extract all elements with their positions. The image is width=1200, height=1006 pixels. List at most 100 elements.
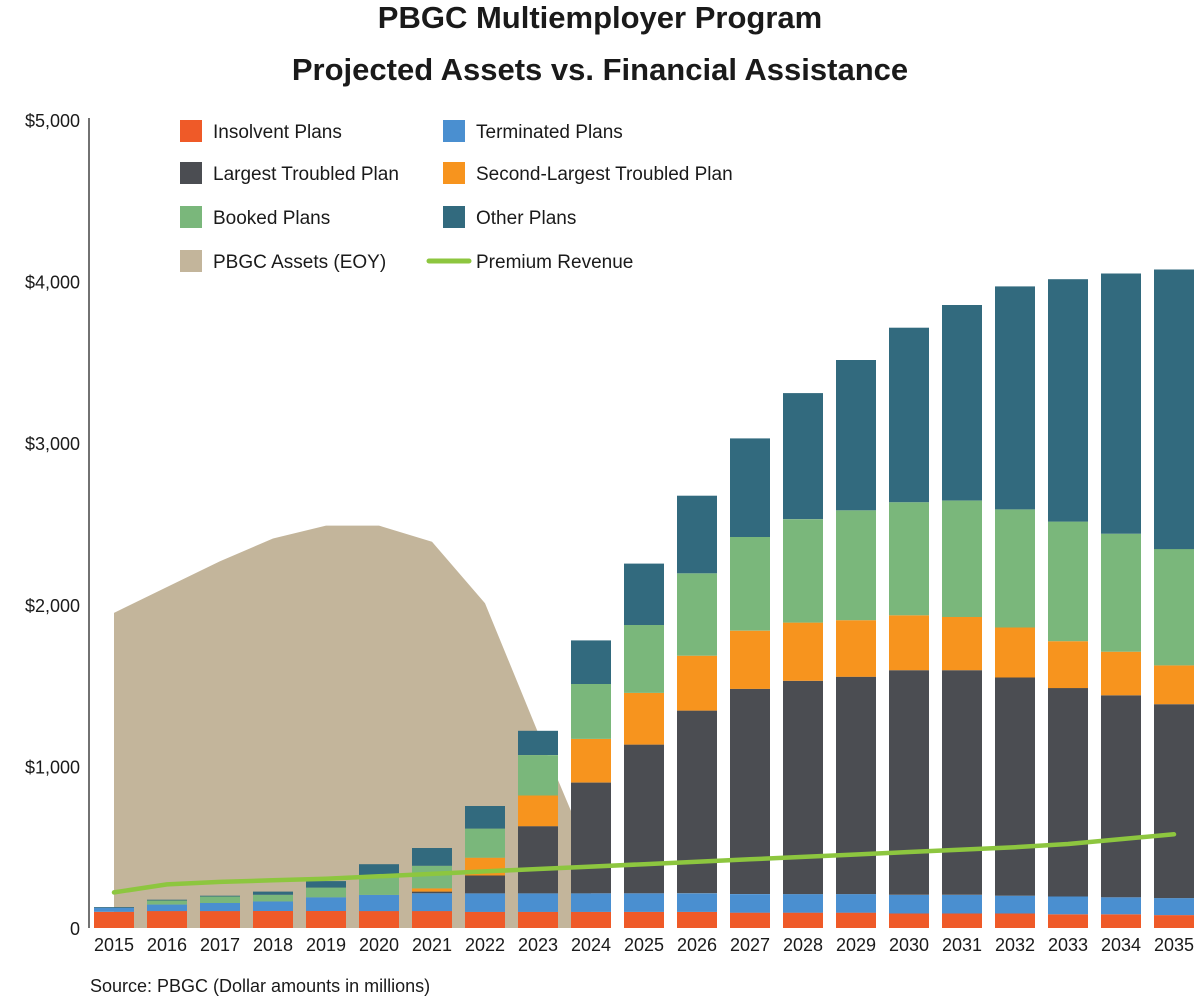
bar-segment xyxy=(624,893,664,912)
bar-segment xyxy=(889,913,929,928)
bar-segment xyxy=(677,710,717,894)
legend-swatch xyxy=(443,120,465,142)
bar-segment xyxy=(571,738,611,783)
bar-segment xyxy=(1154,549,1194,666)
bar-segment xyxy=(147,911,187,928)
bar-segment xyxy=(995,286,1035,510)
bar-segment xyxy=(677,495,717,574)
bar-segment xyxy=(1048,688,1088,897)
bar-segment xyxy=(253,901,293,911)
bar-segment xyxy=(730,630,770,689)
bar-segment xyxy=(1048,896,1088,915)
bar-segment xyxy=(1048,641,1088,689)
legend-swatch xyxy=(180,120,202,142)
bar-segment xyxy=(518,730,558,755)
bar-segment xyxy=(518,755,558,796)
bar-segment xyxy=(253,891,293,895)
bar-segment xyxy=(889,670,929,895)
bar-segment xyxy=(1154,665,1194,705)
bar-segment xyxy=(412,891,452,894)
bar-segment xyxy=(783,894,823,913)
bar-segment xyxy=(306,897,346,911)
bar-segment xyxy=(518,911,558,928)
bar-segment xyxy=(412,893,452,912)
bar-segment xyxy=(147,904,187,912)
legend-label: Terminated Plans xyxy=(476,122,623,143)
legend-label: Other Plans xyxy=(476,208,576,229)
x-tick-label: 2021 xyxy=(412,935,452,955)
x-tick-label: 2035 xyxy=(1154,935,1194,955)
bar-segment xyxy=(889,502,929,616)
bar-segment xyxy=(571,782,611,894)
bar-segment xyxy=(942,894,982,914)
legend-swatch xyxy=(443,162,465,184)
x-tick-label: 2031 xyxy=(942,935,982,955)
bar-segment xyxy=(783,393,823,520)
x-tick-label: 2024 xyxy=(571,935,611,955)
bar-segment xyxy=(730,894,770,913)
source-note: Source: PBGC (Dollar amounts in millions… xyxy=(90,976,431,996)
legend-label: Booked Plans xyxy=(213,208,330,229)
bar-segment xyxy=(783,912,823,928)
bar-segment xyxy=(942,500,982,617)
bar-segment xyxy=(942,913,982,928)
bar-segment xyxy=(783,519,823,623)
chart-subtitle: Projected Assets vs. Financial Assistanc… xyxy=(291,52,909,87)
bar-segment xyxy=(624,744,664,894)
bar-segment xyxy=(571,640,611,684)
bar-segment xyxy=(889,894,929,914)
legend-label: PBGC Assets (EOY) xyxy=(213,252,386,273)
bar-segment xyxy=(359,875,399,895)
x-tick-label: 2032 xyxy=(995,935,1035,955)
bar-segment xyxy=(730,912,770,928)
x-tick-label: 2025 xyxy=(624,935,664,955)
bar-segment xyxy=(889,327,929,503)
x-tick-label: 2022 xyxy=(465,935,505,955)
x-tick-label: 2030 xyxy=(889,935,929,955)
legend-swatch xyxy=(180,206,202,228)
bar-segment xyxy=(1101,914,1141,928)
bar-segment xyxy=(147,900,187,905)
bar-segment xyxy=(677,893,717,912)
bar-segment xyxy=(783,680,823,895)
bar-segment xyxy=(1101,533,1141,652)
bar-segment xyxy=(200,903,240,912)
bar-segment xyxy=(359,911,399,928)
bar-segment xyxy=(995,913,1035,928)
bar-segment xyxy=(942,305,982,501)
x-tick-label: 2018 xyxy=(253,935,293,955)
bar-segment xyxy=(94,911,134,928)
x-tick-label: 2033 xyxy=(1048,935,1088,955)
bar-segment xyxy=(412,911,452,928)
x-tick-label: 2017 xyxy=(200,935,240,955)
legend-swatch xyxy=(180,162,202,184)
bar-segment xyxy=(571,684,611,739)
bar-segment xyxy=(306,887,346,898)
x-tick-label: 2023 xyxy=(518,935,558,955)
bar-segment xyxy=(147,899,187,901)
bar-segment xyxy=(836,676,876,895)
bar-segment xyxy=(677,573,717,656)
legend-label: Insolvent Plans xyxy=(213,122,342,143)
bar-segment xyxy=(995,895,1035,914)
bar-segment xyxy=(359,864,399,876)
bar-segment xyxy=(253,911,293,928)
bar-segment xyxy=(518,795,558,827)
bar-segment xyxy=(889,615,929,671)
bar-segment xyxy=(253,894,293,902)
bar-segment xyxy=(94,907,134,912)
bar-segment xyxy=(1101,651,1141,696)
bar-segment xyxy=(1154,269,1194,550)
x-tick-label: 2016 xyxy=(147,935,187,955)
x-tick-label: 2029 xyxy=(836,935,876,955)
bar-segment xyxy=(942,616,982,671)
bar-segment xyxy=(730,536,770,631)
bar-segment xyxy=(465,828,505,858)
bar-segment xyxy=(306,881,346,888)
x-tick-label: 2027 xyxy=(730,935,770,955)
bar-segment xyxy=(1101,897,1141,915)
x-tick-label: 2034 xyxy=(1101,935,1141,955)
premium-revenue-line xyxy=(111,832,1177,895)
x-tick-label: 2028 xyxy=(783,935,823,955)
y-tick-label: $4,000 xyxy=(25,273,80,293)
